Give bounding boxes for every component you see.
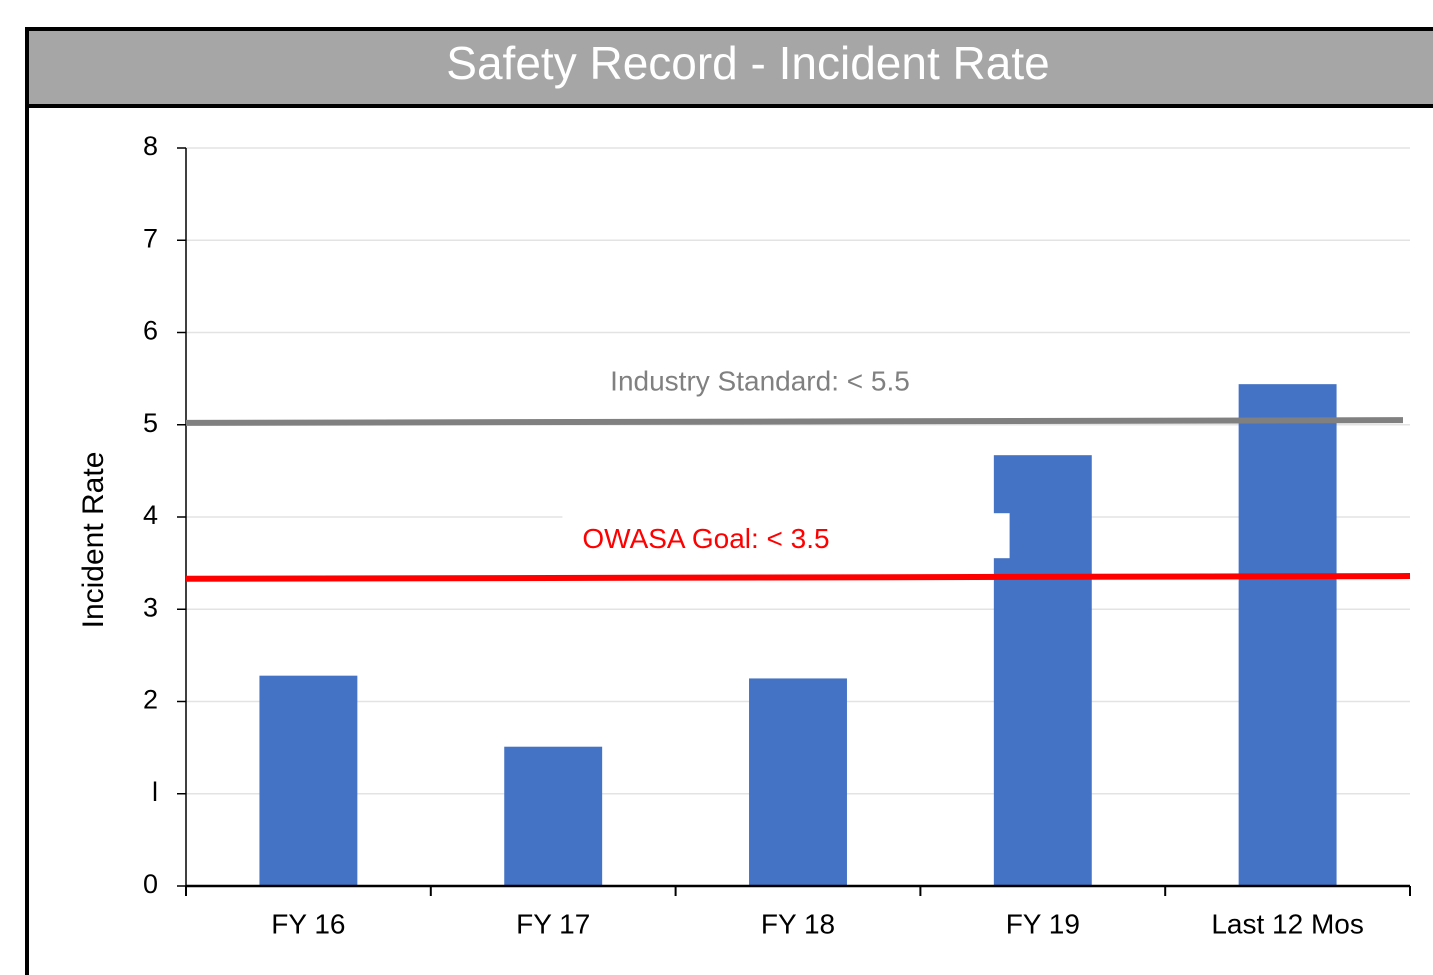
y-tick-label: 5 xyxy=(143,408,158,438)
reference-label: OWASA Goal: < 3.5 xyxy=(582,523,829,554)
x-tick-label: Last 12 Mos xyxy=(1211,908,1364,939)
bar xyxy=(993,455,1092,886)
x-tick-label: FY 19 xyxy=(1006,908,1080,939)
reference-line xyxy=(185,417,1404,426)
reference-line xyxy=(185,573,1411,582)
y-tick-label: l xyxy=(152,777,158,807)
reference-label-bg xyxy=(562,513,1010,559)
chart-title: Safety Record - Incident Rate xyxy=(446,37,1049,89)
y-tick-label: 8 xyxy=(143,131,158,161)
y-tick-label: 2 xyxy=(143,685,158,715)
y-axis-label: Incident Rate xyxy=(77,452,110,629)
x-tick-label: FY 17 xyxy=(516,908,590,939)
y-tick-label: 6 xyxy=(143,316,158,346)
y-tick-label: 0 xyxy=(143,869,158,899)
reference-label: Industry Standard: < 5.5 xyxy=(610,365,910,396)
x-tick-label: FY 18 xyxy=(761,908,835,939)
bar xyxy=(504,746,603,886)
bar xyxy=(1238,384,1337,886)
x-tick-label: FY 16 xyxy=(271,908,345,939)
bar xyxy=(749,678,847,886)
y-tick-label: 4 xyxy=(143,500,158,530)
y-tick-label: 3 xyxy=(143,592,158,622)
bar xyxy=(259,675,358,886)
title-bar xyxy=(27,29,1433,106)
y-tick-label: 7 xyxy=(143,223,158,253)
